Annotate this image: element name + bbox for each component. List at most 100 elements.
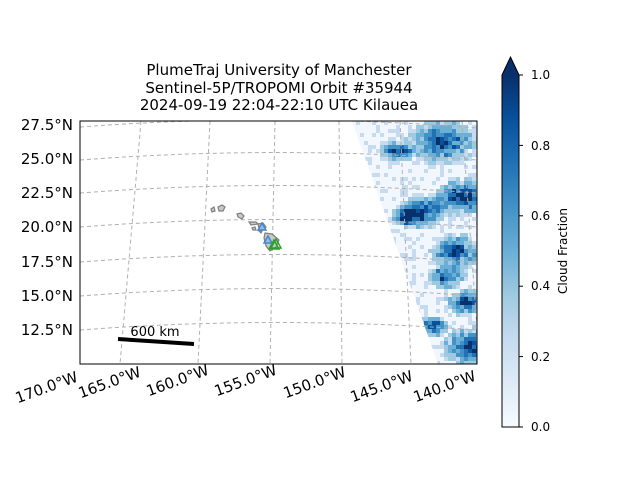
swath-cell [372, 145, 376, 149]
swath-cell [472, 141, 476, 145]
swath-cell [400, 189, 404, 193]
swath-cell [404, 157, 408, 161]
swath-cell [456, 297, 460, 301]
swath-cell [376, 149, 380, 153]
swath-cell [408, 213, 412, 217]
swath-cell [456, 205, 460, 209]
swath-cell [444, 297, 448, 301]
lon-label-145: 145.0°W [348, 367, 416, 406]
swath-cell [464, 313, 468, 317]
swath-cell [472, 217, 476, 221]
swath-cell [436, 193, 440, 197]
swath-cell [392, 217, 396, 221]
swath-cell [468, 337, 472, 341]
swath-cell [416, 145, 420, 149]
swath-cell [448, 341, 452, 345]
swath-cell [392, 177, 396, 181]
swath-cell [472, 173, 476, 177]
swath-cell [452, 153, 456, 157]
swath-cell [412, 273, 416, 277]
swath-cell [464, 333, 468, 337]
swath-cell [452, 249, 456, 253]
swath-cell [472, 133, 476, 137]
swath-cell [444, 281, 448, 285]
swath-cell [424, 205, 428, 209]
swath-cell [428, 193, 432, 197]
swath-cell [452, 269, 456, 273]
swath-cell [420, 209, 424, 213]
swath-cell [472, 205, 476, 209]
swath-cell [404, 141, 408, 145]
swath-cell [436, 197, 440, 201]
swath-cell [368, 149, 372, 153]
swath-cell [460, 149, 464, 153]
swath-cell [452, 357, 456, 361]
parallel-22-5N [80, 185, 477, 194]
swath-cell [468, 193, 472, 197]
swath-cell [416, 193, 420, 197]
swath-cell [464, 137, 468, 141]
swath-cell [448, 189, 452, 193]
longitude-labels: 170.0°W 165.0°W 160.0°W 155.0°W 150.0°W … [13, 361, 479, 407]
swath-cell [460, 145, 464, 149]
swath-cell [404, 269, 408, 273]
swath-cell [448, 157, 452, 161]
swath-cell [388, 161, 392, 165]
swath-cell [428, 157, 432, 161]
swath-cell [460, 205, 464, 209]
swath-cell [460, 137, 464, 141]
swath-cell [440, 253, 444, 257]
triangle-marker-hawaii-north [262, 234, 274, 244]
swath-cell [452, 125, 456, 129]
swath-cell [432, 277, 436, 281]
swath-cell [444, 237, 448, 241]
swath-cell [376, 125, 380, 129]
swath-cell [384, 121, 388, 125]
swath-cell [472, 209, 476, 213]
swath-cell [452, 241, 456, 245]
swath-cell [424, 217, 428, 221]
swath-cell [468, 237, 472, 241]
swath-cell [436, 345, 440, 349]
swath-cell [428, 201, 432, 205]
swath-cell [432, 245, 436, 249]
swath-cell [404, 121, 408, 125]
swath-cell [428, 225, 432, 229]
swath-cell [444, 245, 448, 249]
swath-cell [416, 141, 420, 145]
swath-cell [460, 185, 464, 189]
swath-cell [472, 253, 476, 257]
swath-cell [452, 237, 456, 241]
swath-cell [444, 153, 448, 157]
swath-cell [464, 241, 468, 245]
colorbar-extend-max [502, 57, 519, 75]
swath-cell [472, 165, 476, 169]
swath-cell [436, 301, 440, 305]
swath-cell [444, 161, 448, 165]
swath-cell [436, 309, 440, 313]
swath-cell [448, 277, 452, 281]
swath-cell [420, 245, 424, 249]
swath-cell [420, 137, 424, 141]
swath-cell [428, 165, 432, 169]
swath-cell [416, 225, 420, 229]
swath-cell [440, 141, 444, 145]
swath-cell [424, 221, 428, 225]
swath-cell [424, 153, 428, 157]
swath-cell [464, 245, 468, 249]
swath-cell [464, 305, 468, 309]
swath-cell [420, 177, 424, 181]
swath-cell [464, 341, 468, 345]
swath-cell [428, 333, 432, 337]
swath-cell [432, 205, 436, 209]
swath-cell [452, 201, 456, 205]
swath-cell [416, 301, 420, 305]
swath-cell [416, 161, 420, 165]
swath-cell [428, 217, 432, 221]
swath-cell [468, 205, 472, 209]
swath-cell [436, 253, 440, 257]
swath-cell [468, 317, 472, 321]
swath-cell [440, 353, 444, 357]
swath-cell [396, 133, 400, 137]
swath-cell [424, 125, 428, 129]
